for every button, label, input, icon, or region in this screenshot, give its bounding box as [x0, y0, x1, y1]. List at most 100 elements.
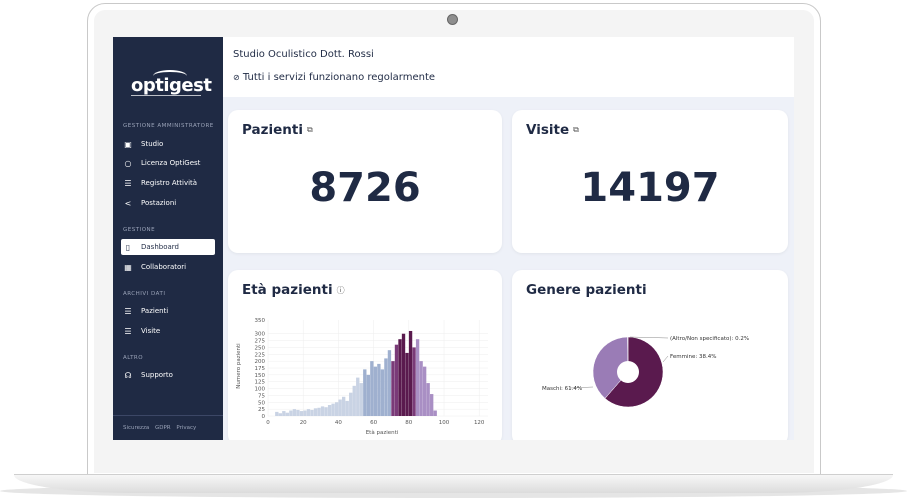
sidebar-item-label: Visite — [141, 327, 161, 335]
visite-count: 14197 — [580, 165, 720, 211]
histogram-bar — [384, 358, 388, 416]
histogram-bar — [296, 409, 300, 416]
histogram-bar — [359, 383, 363, 416]
pie-label: Maschi: 61.4% — [542, 386, 582, 392]
laptop-base — [14, 474, 893, 493]
pie-slice — [592, 336, 629, 399]
histogram-bar — [345, 400, 349, 416]
histogram-bar — [398, 339, 402, 416]
sidebar-item-pazienti[interactable]: ☰ Pazienti — [121, 303, 215, 319]
histogram-bar — [299, 411, 304, 416]
age-histogram: Numero pazienti Età pazienti 02550751001… — [236, 318, 488, 436]
y-tick-label: 25 — [258, 407, 265, 413]
gender-pie: Maschi: 61.4% Femmine: 38.4% (Altro/Non sp… — [542, 336, 749, 408]
logo-underline — [131, 95, 201, 96]
histogram-bar — [338, 399, 342, 416]
histogram-bar — [313, 408, 318, 416]
footer-link-privacy[interactable]: Privacy — [176, 425, 197, 431]
histogram-bar — [349, 392, 353, 416]
footer-links: Sicurezza GDPR Privacy — [123, 425, 200, 431]
sidebar-item-registro[interactable]: ☰ Registro Attività — [121, 175, 215, 191]
y-tick-label: 250 — [255, 345, 266, 351]
sidebar-item-label: Collaboratori — [141, 263, 187, 271]
pie-hole — [617, 361, 639, 383]
info-icon[interactable]: ⓘ — [336, 285, 345, 295]
histogram-bar — [419, 361, 423, 416]
footer-link-gdpr[interactable]: GDPR — [154, 425, 171, 431]
histogram-bar — [380, 369, 385, 416]
sidebar-item-licenza[interactable]: ○ Licenza OptiGest — [121, 155, 215, 171]
pie-leader-line — [662, 355, 669, 363]
y-tick-label: 275 — [255, 339, 266, 345]
sidebar-item-label: Licenza OptiGest — [141, 159, 201, 167]
histogram-bar — [377, 363, 381, 416]
sidebar-item-supporto[interactable]: ☊ Supporto — [121, 367, 215, 383]
histogram-bar — [356, 377, 360, 416]
list-icon: ☰ — [124, 178, 132, 188]
studio-name: Studio Oculistico Dott. Rossi — [233, 49, 374, 60]
section-title: GESTIONE — [123, 227, 156, 233]
histogram-bar — [422, 366, 427, 416]
status-text: Tutti i servizi funzionano regolarmente — [242, 72, 436, 83]
card-eta-pazienti: Età pazienti ⓘ Numero pazienti Età pazien… — [228, 270, 502, 440]
pazienti-count: 8726 — [309, 165, 421, 211]
share-icon: < — [124, 198, 132, 208]
sidebar-item-studio[interactable]: ▣ Studio — [121, 136, 215, 152]
x-tick-label: 60 — [370, 420, 377, 426]
y-tick-label: 300 — [255, 332, 266, 338]
sidebar-item-collaboratori[interactable]: ▦ Collaboratori — [121, 259, 215, 275]
histogram-bar — [394, 344, 399, 416]
sidebar-item-label: Pazienti — [141, 307, 169, 315]
histogram-bar — [285, 412, 290, 416]
sidebar-item-label: Studio — [141, 140, 164, 148]
section-title: GESTIONE AMMINISTRATORE — [123, 123, 214, 129]
topbar: Studio Oculistico Dott. Rossi ⊘ Tutti i … — [223, 37, 794, 97]
histogram-bar — [370, 361, 374, 416]
x-tick-label: 20 — [300, 420, 307, 426]
y-tick-label: 125 — [255, 380, 266, 386]
card-title: Età pazienti ⓘ — [242, 282, 345, 298]
footer-link-sicurezza[interactable]: Sicurezza — [123, 425, 150, 431]
section-title: ARCHIVI DATI — [123, 291, 166, 297]
histogram-bar — [292, 409, 297, 416]
pie-leader-line — [629, 336, 669, 339]
screen: optigest GESTIONE AMMINISTRATORE ▣ Studi… — [113, 37, 794, 440]
section-title: ALTRO — [123, 355, 144, 361]
y-tick-label: 350 — [255, 318, 266, 324]
circle-icon: ○ — [124, 158, 132, 168]
external-link-icon[interactable]: ⧉ — [306, 125, 313, 134]
pie-label: (Altro/Non specificato): 0.2% — [670, 336, 749, 342]
histogram-bar — [320, 406, 325, 416]
bookmark-icon: ▯ — [125, 242, 131, 252]
y-tick-label: 175 — [255, 366, 266, 372]
sidebar-item-label: Dashboard — [141, 243, 179, 251]
histogram-bar — [310, 409, 314, 416]
x-tick-label: 80 — [405, 420, 412, 426]
external-link-icon[interactable]: ⧉ — [573, 125, 579, 134]
histogram-bar — [391, 361, 395, 416]
sidebar-item-dashboard[interactable]: ▯ Dashboard — [121, 239, 215, 255]
card-title: Genere pazienti — [526, 282, 647, 298]
x-tick-label: 40 — [335, 420, 342, 426]
card-title: Visite ⧉ — [526, 122, 579, 138]
card-title-text: Pazienti — [242, 122, 303, 138]
histogram-bar — [426, 383, 430, 416]
histogram-bar — [342, 396, 346, 416]
list-icon: ☰ — [124, 306, 132, 316]
histogram-bar — [363, 369, 367, 416]
sidebar-item-label: Postazioni — [141, 199, 177, 207]
sidebar-item-label: Registro Attività — [141, 179, 198, 187]
histogram-bar — [278, 413, 282, 416]
y-tick-label: 150 — [255, 373, 266, 379]
sidebar-item-postazioni[interactable]: < Postazioni — [121, 195, 215, 211]
y-tick-label: 200 — [255, 359, 266, 365]
histogram-bar — [303, 410, 307, 416]
histogram-bar — [430, 394, 434, 416]
x-tick-label: 100 — [439, 420, 450, 426]
card-visite: Visite ⧉ 14197 — [512, 110, 788, 253]
histogram-bar — [282, 411, 286, 416]
logo[interactable]: optigest — [131, 75, 212, 96]
sidebar: optigest GESTIONE AMMINISTRATORE ▣ Studi… — [113, 37, 223, 440]
histogram-bar — [334, 402, 339, 416]
sidebar-item-visite[interactable]: ☰ Visite — [121, 323, 215, 339]
